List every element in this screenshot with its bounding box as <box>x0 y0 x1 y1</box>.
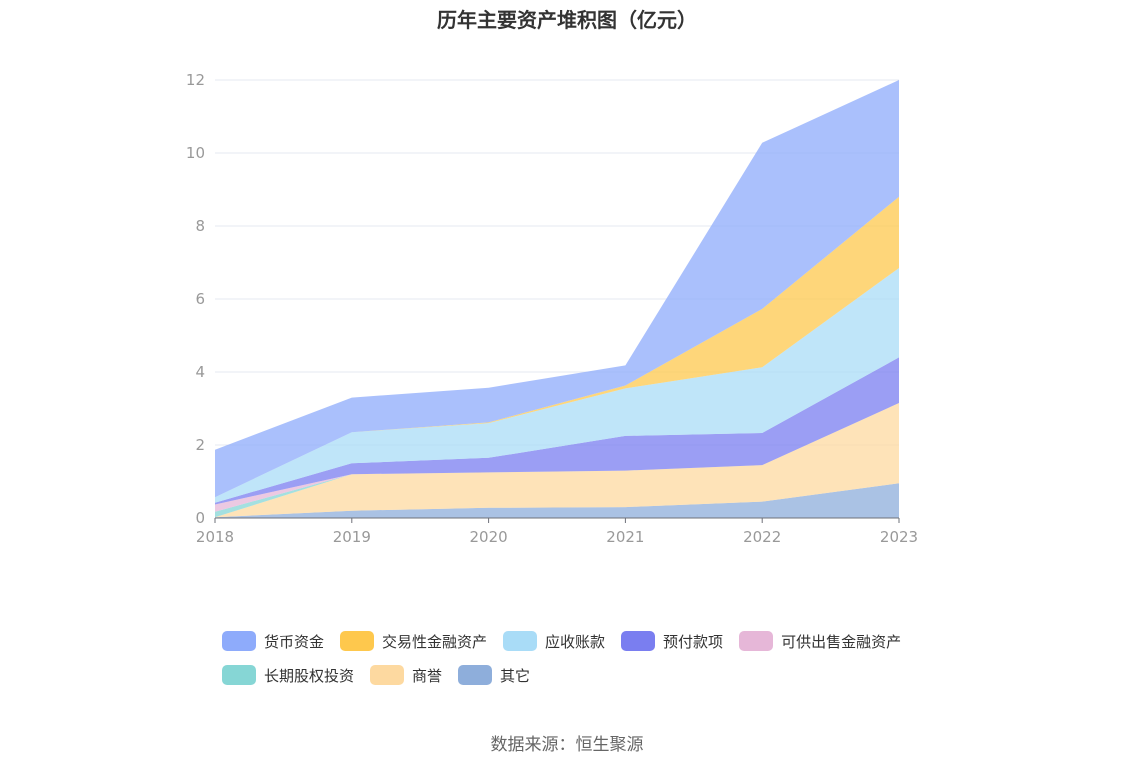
legend-swatch <box>621 631 656 651</box>
area-应收账款[interactable] <box>215 268 899 503</box>
x-tick-label: 2023 <box>880 528 918 546</box>
legend-label: 其它 <box>500 666 531 685</box>
legend-item[interactable]: 预付款项 <box>621 630 723 652</box>
legend-swatch <box>222 631 256 651</box>
x-tick-label: 2022 <box>743 528 781 546</box>
legend-item[interactable]: 交易性金融资产 <box>340 630 487 652</box>
legend-label: 可供出售金融资产 <box>781 632 902 651</box>
legend-item[interactable]: 商誉 <box>370 664 442 686</box>
y-tick-label: 2 <box>195 436 205 454</box>
legend-swatch <box>739 631 774 651</box>
legend-swatch <box>370 665 405 685</box>
area-其它[interactable] <box>215 483 899 518</box>
legend-swatch <box>222 665 256 685</box>
legend-label: 商誉 <box>412 666 443 685</box>
y-axis: 0 2 4 6 8 10 12 <box>186 71 205 527</box>
chart-title: 历年主要资产堆积图（亿元） <box>437 8 697 32</box>
y-tick-label: 8 <box>195 217 205 235</box>
area-货币资金[interactable] <box>215 80 899 498</box>
legend-item[interactable]: 长期股权投资 <box>222 664 354 686</box>
y-tick-label: 6 <box>195 290 205 308</box>
legend: 货币资金 交易性金融资产 应收账款 预付款项 可供出售金融资产 长期股权投资 商… <box>222 630 942 686</box>
x-tick-label: 2020 <box>470 528 508 546</box>
y-tick-label: 0 <box>195 509 205 527</box>
y-tick-label: 4 <box>195 363 205 381</box>
y-tick-label: 12 <box>186 71 205 89</box>
area-商誉[interactable] <box>215 403 899 518</box>
legend-label: 应收账款 <box>545 632 606 651</box>
x-tick-label: 2019 <box>333 528 371 546</box>
x-tick-label: 2021 <box>606 528 644 546</box>
area-交易性金融资产[interactable] <box>215 196 899 498</box>
legend-swatch <box>503 631 538 651</box>
legend-item[interactable]: 应收账款 <box>503 630 605 652</box>
legend-label: 交易性金融资产 <box>382 632 488 651</box>
legend-label: 预付款项 <box>663 632 724 651</box>
area-预付款项[interactable] <box>215 357 899 505</box>
x-axis: 2018 2019 2020 2021 2022 2023 <box>196 517 918 546</box>
legend-item[interactable]: 货币资金 <box>222 630 324 652</box>
series-areas <box>215 80 899 518</box>
legend-item[interactable]: 可供出售金融资产 <box>739 630 901 652</box>
legend-label: 货币资金 <box>264 632 325 651</box>
x-tick-label: 2018 <box>196 528 234 546</box>
legend-label: 长期股权投资 <box>264 666 355 685</box>
stacked-area-chart: 2018 2019 2020 2021 2022 2023 0 2 4 6 8 10 12 <box>186 71 918 546</box>
legend-item[interactable]: 其它 <box>458 664 530 686</box>
legend-swatch <box>340 631 375 651</box>
legend-swatch <box>458 665 493 685</box>
data-source: 数据来源：恒生聚源 <box>490 735 644 755</box>
y-tick-label: 10 <box>186 144 205 162</box>
